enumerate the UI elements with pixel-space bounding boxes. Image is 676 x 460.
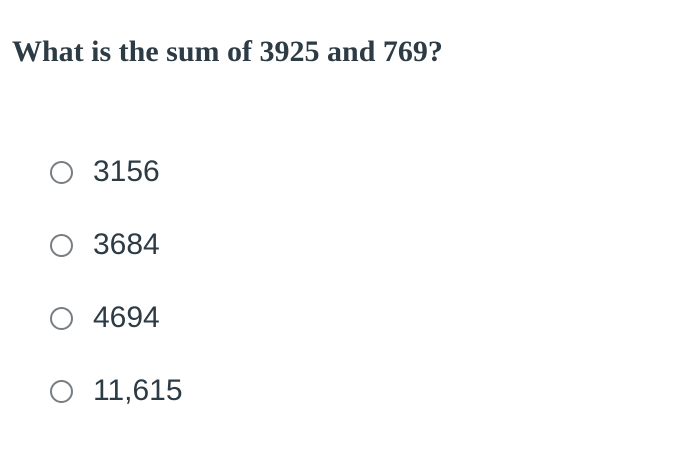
answer-option-row[interactable]: 3684 — [50, 228, 183, 261]
question-title: What is the sum of 3925 and 769? — [12, 35, 443, 68]
option-label[interactable]: 3684 — [93, 228, 160, 261]
answer-option-row[interactable]: 3156 — [50, 155, 183, 188]
option-label[interactable]: 3156 — [93, 155, 160, 188]
answer-option-row[interactable]: 11,615 — [50, 374, 183, 407]
option-label[interactable]: 4694 — [93, 301, 160, 334]
radio-button-icon[interactable] — [50, 306, 73, 330]
radio-button-icon[interactable] — [50, 160, 73, 184]
answer-options-list: 3156 3684 4694 11,615 — [50, 155, 183, 407]
answer-option-row[interactable]: 4694 — [50, 301, 183, 334]
radio-button-icon[interactable] — [50, 379, 73, 403]
option-label[interactable]: 11,615 — [93, 374, 183, 407]
radio-button-icon[interactable] — [50, 233, 73, 257]
